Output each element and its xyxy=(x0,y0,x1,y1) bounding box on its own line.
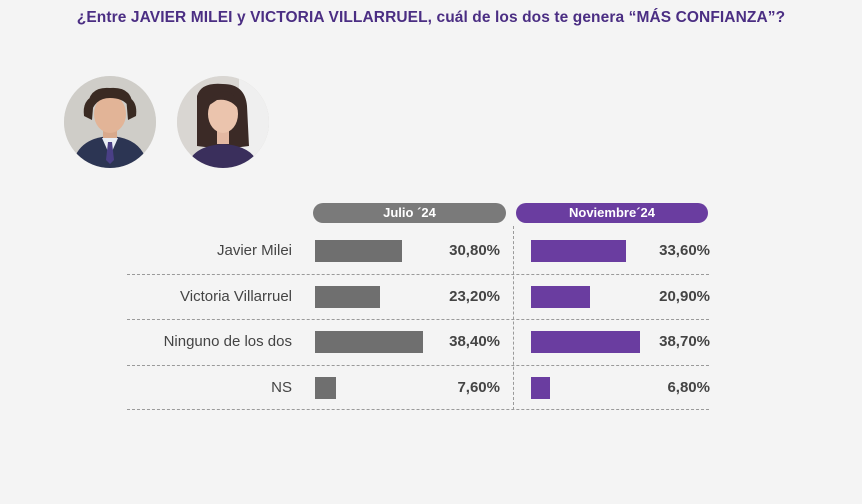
bar-noviembre xyxy=(531,377,550,399)
row-separator xyxy=(127,319,709,320)
row-separator xyxy=(127,274,709,275)
category-label: NS xyxy=(271,379,292,396)
chart-title: ¿Entre JAVIER MILEI y VICTORIA VILLARRUE… xyxy=(76,9,786,26)
bar-noviembre xyxy=(531,331,640,353)
bar-noviembre xyxy=(531,240,626,262)
category-label: Javier Milei xyxy=(216,242,292,259)
category-label: Ninguno de los dos xyxy=(163,333,292,350)
bar-julio xyxy=(315,331,423,353)
milei-avatar xyxy=(64,76,156,168)
value-label-julio: 23,20% xyxy=(449,288,500,305)
value-label-noviembre: 33,60% xyxy=(659,242,710,259)
category-label: Victoria Villarruel xyxy=(180,288,292,305)
legend-noviembre-pill: Noviembre´24 xyxy=(516,203,708,223)
value-label-julio: 7,60% xyxy=(457,379,500,396)
villarruel-avatar xyxy=(177,76,269,168)
bar-julio xyxy=(315,286,380,308)
bar-julio xyxy=(315,240,402,262)
bar-julio xyxy=(315,377,336,399)
bar-noviembre xyxy=(531,286,590,308)
value-label-julio: 38,40% xyxy=(449,333,500,350)
value-label-noviembre: 6,80% xyxy=(667,379,710,396)
value-label-julio: 30,80% xyxy=(449,242,500,259)
row-separator xyxy=(127,409,709,410)
row-separator xyxy=(127,365,709,366)
value-label-noviembre: 38,70% xyxy=(659,333,710,350)
legend-julio-pill: Julio ´24 xyxy=(313,203,506,223)
column-divider xyxy=(513,226,514,410)
value-label-noviembre: 20,90% xyxy=(659,288,710,305)
